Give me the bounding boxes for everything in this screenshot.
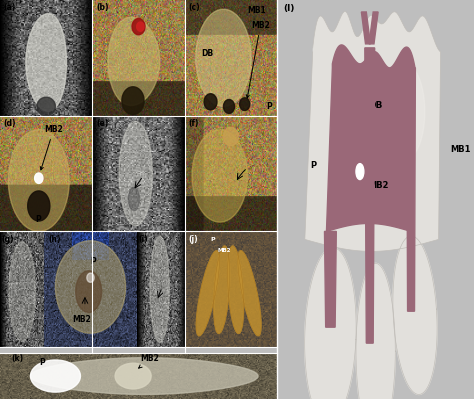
Polygon shape <box>385 64 425 160</box>
Text: (k): (k) <box>11 354 23 363</box>
Polygon shape <box>192 130 247 222</box>
Text: (g): (g) <box>2 235 14 244</box>
Polygon shape <box>393 236 437 395</box>
Polygon shape <box>55 241 126 333</box>
Polygon shape <box>407 68 415 311</box>
Text: (i): (i) <box>138 235 148 244</box>
Text: MB2: MB2 <box>368 180 388 190</box>
Text: MB2: MB2 <box>139 354 159 368</box>
Polygon shape <box>137 22 144 31</box>
Polygon shape <box>327 45 415 231</box>
Polygon shape <box>305 248 356 399</box>
Text: P: P <box>35 215 41 224</box>
Polygon shape <box>305 12 440 251</box>
Polygon shape <box>238 251 261 336</box>
Polygon shape <box>87 273 94 282</box>
Polygon shape <box>27 191 50 221</box>
Polygon shape <box>240 98 250 111</box>
Text: MB2: MB2 <box>217 248 230 253</box>
Polygon shape <box>196 251 219 336</box>
Text: (f): (f) <box>188 119 199 128</box>
Circle shape <box>356 164 364 180</box>
Polygon shape <box>119 122 152 225</box>
Polygon shape <box>360 164 383 176</box>
Text: P: P <box>210 237 215 242</box>
Polygon shape <box>196 9 251 107</box>
Polygon shape <box>9 242 36 341</box>
Polygon shape <box>361 12 371 44</box>
Text: (b): (b) <box>96 4 109 12</box>
Polygon shape <box>325 231 336 327</box>
Text: P: P <box>266 102 272 111</box>
Polygon shape <box>122 87 144 115</box>
Polygon shape <box>30 360 81 392</box>
Text: MB2: MB2 <box>72 315 91 324</box>
Text: (h): (h) <box>48 235 61 244</box>
Polygon shape <box>35 173 43 184</box>
Polygon shape <box>30 358 258 394</box>
Polygon shape <box>223 99 235 113</box>
Polygon shape <box>132 18 145 35</box>
Text: P: P <box>39 358 45 367</box>
Polygon shape <box>128 188 139 211</box>
Polygon shape <box>37 97 55 116</box>
Text: (l): (l) <box>283 4 294 13</box>
Polygon shape <box>108 17 160 105</box>
Polygon shape <box>204 94 217 110</box>
Text: (c): (c) <box>188 4 200 12</box>
Polygon shape <box>9 130 69 231</box>
Text: P: P <box>311 160 317 170</box>
Polygon shape <box>365 48 374 343</box>
Polygon shape <box>369 12 378 44</box>
Text: (d): (d) <box>4 119 16 128</box>
Text: MB1: MB1 <box>450 144 471 154</box>
Polygon shape <box>115 363 151 389</box>
Text: (j): (j) <box>188 235 198 244</box>
Text: P: P <box>91 257 96 266</box>
Polygon shape <box>223 127 238 146</box>
Text: MB2: MB2 <box>246 21 270 98</box>
Polygon shape <box>76 271 101 312</box>
Text: MB1: MB1 <box>247 6 266 15</box>
Text: (e): (e) <box>96 119 108 128</box>
Text: MB2: MB2 <box>40 125 63 170</box>
Text: DB: DB <box>201 49 213 57</box>
Polygon shape <box>150 236 169 342</box>
Text: (a): (a) <box>4 4 16 12</box>
Polygon shape <box>228 246 244 334</box>
Polygon shape <box>214 246 230 334</box>
Polygon shape <box>356 263 395 399</box>
Polygon shape <box>26 14 66 111</box>
Text: DB: DB <box>368 101 383 110</box>
